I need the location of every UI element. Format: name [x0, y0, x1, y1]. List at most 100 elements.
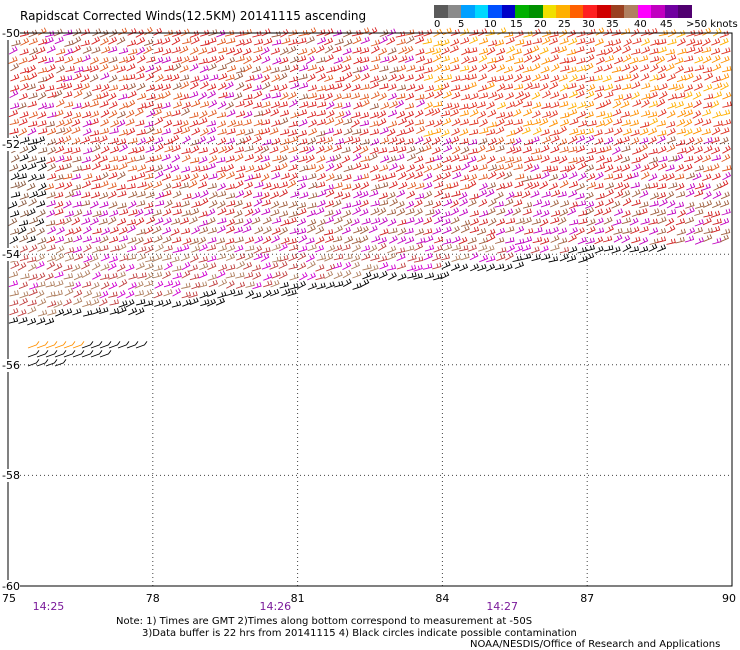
- wind-barb: [487, 91, 498, 99]
- wind-barb: [442, 183, 452, 191]
- wind-barb: [368, 244, 378, 253]
- wind-barb: [98, 218, 108, 226]
- wind-barb: [10, 227, 20, 235]
- wind-barb: [344, 235, 354, 244]
- wind-barb: [236, 165, 246, 173]
- wind-barb: [19, 192, 29, 200]
- wind-barb: [161, 90, 171, 99]
- wind-barb: [567, 102, 577, 110]
- wind-barb: [559, 118, 570, 127]
- wind-barb: [8, 201, 18, 209]
- wind-barb: [611, 246, 621, 254]
- wind-barb: [20, 136, 30, 144]
- wind-barb: [26, 208, 36, 217]
- wind-barb: [641, 183, 651, 191]
- wind-barb: [81, 281, 92, 288]
- wind-barb: [55, 182, 65, 190]
- wind-barb: [694, 46, 704, 55]
- wind-barb: [342, 110, 352, 119]
- wind-barb: [648, 127, 658, 136]
- wind-barb: [287, 289, 297, 297]
- wind-barb: [343, 127, 353, 136]
- wind-barb: [674, 201, 685, 209]
- wind-barb: [352, 244, 362, 253]
- wind-barb: [353, 174, 363, 182]
- wind-barb: [503, 119, 514, 127]
- wind-barb: [629, 217, 639, 226]
- wind-barb: [665, 190, 675, 200]
- wind-barb: [333, 271, 343, 280]
- wind-barb: [126, 55, 136, 63]
- wind-barb: [47, 146, 57, 155]
- wind-barb: [116, 184, 126, 191]
- wind-barb: [622, 54, 632, 63]
- wind-barb: [28, 144, 37, 154]
- wind-barb: [379, 228, 389, 236]
- wind-barb: [298, 73, 308, 81]
- wind-barb: [170, 73, 180, 82]
- wind-barb: [514, 180, 524, 189]
- wind-barb: [235, 55, 245, 63]
- wind-barb: [352, 128, 362, 135]
- wind-barb: [487, 170, 497, 180]
- wind-barb: [243, 189, 253, 198]
- wind-barb: [9, 163, 19, 172]
- colorbar-label: 40: [634, 19, 647, 30]
- wind-barb: [225, 155, 235, 163]
- wind-barb: [44, 36, 54, 45]
- wind-barb: [512, 108, 522, 117]
- wind-barb: [584, 191, 594, 200]
- wind-barb: [503, 181, 513, 189]
- wind-barb: [558, 93, 568, 101]
- wind-barb: [676, 118, 686, 127]
- wind-barb: [605, 188, 614, 198]
- wind-barb: [218, 47, 228, 54]
- wind-barb: [341, 226, 351, 235]
- wind-barb: [469, 92, 479, 101]
- wind-barb: [620, 182, 630, 191]
- wind-barb: [487, 109, 497, 118]
- wind-barb: [63, 216, 72, 225]
- wind-barb: [541, 228, 551, 236]
- longitude-tick-label: 75: [2, 592, 16, 605]
- wind-barb: [10, 261, 20, 270]
- wind-barb: [559, 57, 570, 64]
- wind-barb: [710, 100, 720, 109]
- wind-barb: [486, 207, 496, 216]
- wind-barb: [459, 263, 469, 272]
- wind-barb: [99, 100, 109, 108]
- wind-barb: [99, 180, 109, 188]
- wind-barb: [217, 264, 228, 272]
- wind-barb: [316, 136, 326, 144]
- wind-barb: [152, 271, 163, 279]
- wind-barb: [198, 210, 208, 218]
- wind-barb: [451, 254, 461, 263]
- wind-barb: [713, 182, 723, 191]
- wind-barb: [307, 202, 317, 209]
- wind-barb: [694, 154, 703, 164]
- wind-barb: [162, 48, 172, 56]
- wind-barb: [80, 200, 91, 207]
- wind-barb: [189, 30, 199, 38]
- wind-barb: [216, 111, 227, 119]
- wind-barb: [279, 281, 289, 289]
- wind-barb: [397, 219, 407, 226]
- wind-barb: [54, 36, 64, 45]
- wind-barb: [370, 39, 381, 47]
- wind-barb: [550, 199, 560, 208]
- wind-barb: [379, 65, 389, 73]
- wind-barb: [459, 138, 469, 145]
- wind-barb: [125, 299, 135, 308]
- wind-barb: [360, 278, 370, 288]
- wind-barb: [443, 90, 452, 99]
- wind-barb: [154, 93, 164, 101]
- wind-barb: [378, 192, 388, 200]
- wind-barb: [494, 201, 504, 208]
- wind-barb: [64, 40, 74, 47]
- wind-barb: [137, 253, 147, 262]
- wind-barb: [189, 111, 199, 119]
- wind-barb: [82, 147, 93, 155]
- wind-barb: [531, 118, 542, 126]
- wind-barb: [10, 191, 21, 198]
- wind-barb: [27, 100, 37, 108]
